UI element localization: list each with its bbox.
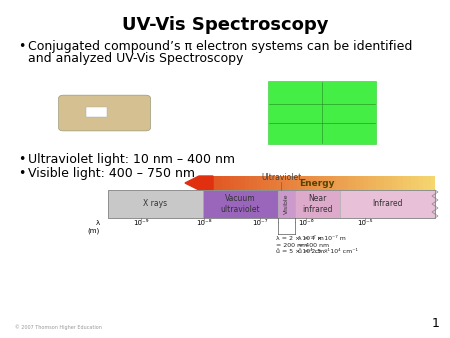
Text: Conjugated compound’s π electron systems can be identified: Conjugated compound’s π electron systems… bbox=[28, 40, 412, 53]
Bar bbox=[368, 176, 372, 190]
Text: Vacuum
ultraviolet: Vacuum ultraviolet bbox=[220, 194, 260, 214]
Text: •: • bbox=[18, 40, 25, 53]
Bar bbox=[341, 190, 435, 218]
Bar bbox=[396, 176, 400, 190]
Bar bbox=[348, 176, 352, 190]
Bar bbox=[400, 176, 403, 190]
Bar bbox=[316, 176, 320, 190]
Bar bbox=[403, 176, 407, 190]
Bar bbox=[356, 176, 360, 190]
Bar bbox=[313, 176, 316, 190]
Bar bbox=[431, 176, 435, 190]
Text: © 2007 Thomson Higher Education: © 2007 Thomson Higher Education bbox=[15, 324, 102, 330]
Bar bbox=[289, 176, 293, 190]
Bar bbox=[108, 190, 202, 218]
Bar bbox=[352, 176, 356, 190]
Bar bbox=[245, 176, 249, 190]
Bar bbox=[242, 176, 245, 190]
Bar bbox=[202, 190, 278, 218]
Text: Visible light: 400 – 750 nm: Visible light: 400 – 750 nm bbox=[28, 167, 195, 180]
Bar bbox=[392, 176, 396, 190]
Bar bbox=[206, 176, 210, 190]
Bar bbox=[293, 176, 297, 190]
Bar bbox=[415, 176, 419, 190]
Text: Infrared: Infrared bbox=[373, 199, 403, 209]
Bar bbox=[344, 176, 348, 190]
Bar bbox=[230, 176, 234, 190]
Bar bbox=[295, 190, 341, 218]
Text: •: • bbox=[18, 167, 25, 180]
Text: Visible: Visible bbox=[284, 194, 289, 214]
Text: UV-Vis Spectroscopy: UV-Vis Spectroscopy bbox=[122, 16, 328, 34]
Bar bbox=[285, 176, 289, 190]
Bar bbox=[387, 176, 392, 190]
Bar bbox=[281, 176, 285, 190]
Bar bbox=[278, 190, 295, 218]
Bar bbox=[202, 176, 206, 190]
Bar bbox=[269, 176, 273, 190]
Bar bbox=[328, 176, 332, 190]
Text: Ultraviolet light: 10 nm – 400 nm: Ultraviolet light: 10 nm – 400 nm bbox=[28, 153, 235, 166]
Text: λ
(m): λ (m) bbox=[88, 220, 100, 234]
Bar bbox=[423, 176, 427, 190]
Text: 1: 1 bbox=[432, 317, 440, 330]
Text: 10⁻⁹: 10⁻⁹ bbox=[133, 220, 148, 226]
Bar bbox=[376, 176, 380, 190]
Text: X rays: X rays bbox=[143, 199, 167, 209]
Text: Energy: Energy bbox=[299, 178, 334, 188]
Text: λ = 4 × 10⁻⁷ m
= 400 nm
ṻ̃ = 2.5 × 10⁴ cm⁻¹: λ = 4 × 10⁻⁷ m = 400 nm ṻ̃ = 2.5 × 10⁴ c… bbox=[298, 236, 358, 254]
Bar bbox=[372, 176, 376, 190]
Bar bbox=[210, 176, 214, 190]
Bar bbox=[305, 176, 309, 190]
Bar bbox=[301, 176, 305, 190]
Bar bbox=[108, 190, 435, 218]
FancyBboxPatch shape bbox=[268, 81, 376, 144]
Bar bbox=[380, 176, 384, 190]
Text: Ultraviolet: Ultraviolet bbox=[261, 173, 301, 182]
Bar bbox=[238, 176, 242, 190]
Bar bbox=[218, 176, 222, 190]
Bar bbox=[257, 176, 261, 190]
Bar bbox=[265, 176, 269, 190]
Bar bbox=[277, 176, 281, 190]
Bar bbox=[411, 176, 415, 190]
Text: 10⁻⁶: 10⁻⁶ bbox=[298, 220, 314, 226]
Bar bbox=[324, 176, 328, 190]
Bar bbox=[360, 176, 364, 190]
Bar bbox=[297, 176, 301, 190]
Bar bbox=[253, 176, 257, 190]
Bar bbox=[249, 176, 253, 190]
Bar bbox=[222, 176, 225, 190]
Bar bbox=[384, 176, 387, 190]
Bar bbox=[225, 176, 230, 190]
Bar bbox=[332, 176, 336, 190]
Bar bbox=[86, 107, 107, 118]
Text: •: • bbox=[18, 153, 25, 166]
FancyBboxPatch shape bbox=[58, 95, 150, 131]
Text: and analyzed UV-Vis Spectroscopy: and analyzed UV-Vis Spectroscopy bbox=[28, 52, 243, 65]
FancyArrow shape bbox=[185, 176, 213, 190]
Text: 10⁻⁸: 10⁻⁸ bbox=[197, 220, 212, 226]
Bar bbox=[364, 176, 368, 190]
Text: 10⁻⁵: 10⁻⁵ bbox=[357, 220, 373, 226]
Bar bbox=[419, 176, 423, 190]
Bar bbox=[309, 176, 313, 190]
Bar bbox=[336, 176, 340, 190]
Text: 10⁻⁷: 10⁻⁷ bbox=[252, 220, 268, 226]
Text: λ = 2 × 10⁻⁷ m
= 200 nm
ṻ̃ = 5 × 10⁴ cm⁻¹: λ = 2 × 10⁻⁷ m = 200 nm ṻ̃ = 5 × 10⁴ cm⁻… bbox=[276, 236, 330, 254]
Bar bbox=[427, 176, 431, 190]
Bar bbox=[407, 176, 411, 190]
Bar bbox=[340, 176, 344, 190]
Text: Near
infrared: Near infrared bbox=[302, 194, 333, 214]
Bar bbox=[261, 176, 265, 190]
Bar bbox=[234, 176, 238, 190]
Bar bbox=[214, 176, 218, 190]
Bar bbox=[202, 176, 210, 190]
Bar bbox=[273, 176, 277, 190]
Bar bbox=[320, 176, 324, 190]
